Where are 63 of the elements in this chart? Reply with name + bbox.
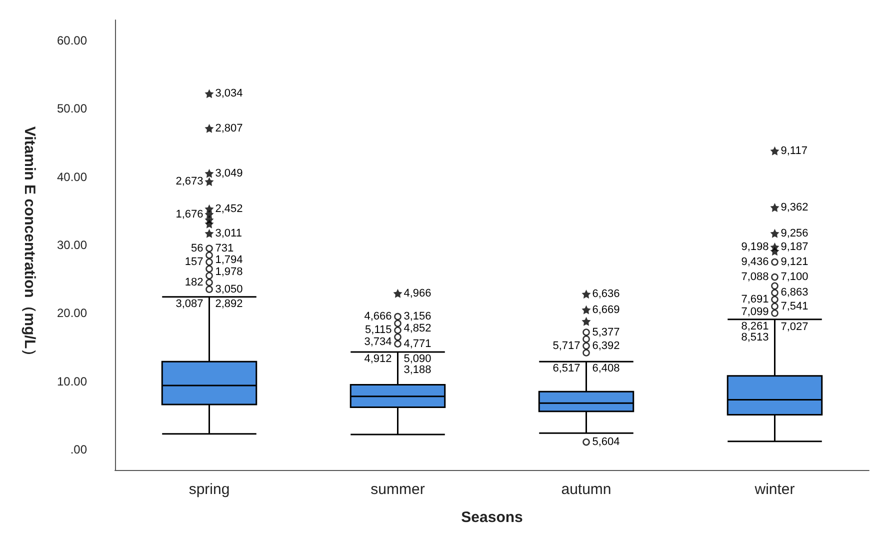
annotation: 5,377 [592, 326, 620, 338]
x-axis-title: Seasons [461, 509, 523, 526]
y-tick-label: 20.00 [56, 306, 88, 320]
annotation: 5,090 [404, 353, 432, 366]
annotation: 4,666 [364, 310, 392, 323]
annotation: 3,734 [364, 336, 392, 348]
annotation: 2,892 [215, 298, 243, 310]
annotation: 1,676 [176, 208, 204, 220]
annotation: 731 [215, 242, 234, 254]
annotation: 1,978 [215, 266, 243, 278]
annotation: 182 [184, 276, 204, 288]
annotation: 7,541 [780, 300, 808, 312]
annotation: 7,088 [741, 271, 769, 284]
annotation: 3,087 [176, 298, 204, 310]
annotation: 9,256 [780, 227, 808, 240]
annotation: 6,863 [780, 286, 808, 299]
annotation: 3,156 [404, 310, 432, 323]
annotation: 9,436 [741, 256, 769, 268]
annotation: 7,100 [780, 271, 808, 284]
annotation: 8,513 [741, 331, 769, 344]
annotation: 5,604 [592, 436, 620, 448]
annotation: 5,717 [552, 340, 580, 352]
y-tick-label: 50.00 [56, 102, 88, 116]
annotation: 6,636 [592, 288, 620, 300]
annotation: 1,794 [215, 254, 243, 266]
annotation: 7,691 [741, 294, 769, 306]
annotation: 6,517 [552, 362, 580, 375]
annotation: 7,099 [741, 306, 769, 318]
annotation: 3,034 [215, 88, 243, 100]
y-tick-label: .00 [70, 442, 88, 457]
annotation: 9,187 [780, 241, 808, 254]
annotation: 9,117 [780, 144, 808, 157]
annotation: 2,807 [215, 122, 243, 134]
annotation: 7,027 [780, 321, 808, 334]
annotation: 4,852 [404, 322, 432, 334]
x-tick-label: winter [754, 481, 795, 498]
annotation: 6,408 [592, 362, 620, 375]
annotation: 2,452 [215, 202, 243, 215]
annotation: 3,011 [215, 227, 242, 240]
annotation: 157 [184, 256, 204, 268]
y-axis-title: Vitamin E concentration（mg/L） [21, 126, 38, 364]
annotation: 3,049 [215, 167, 243, 180]
annotation: 2,673 [176, 176, 204, 188]
y-tick-label: 10.00 [56, 374, 88, 388]
annotation: 3,050 [215, 283, 243, 296]
annotation: 5,115 [365, 324, 392, 336]
annotation: 56 [191, 242, 204, 254]
y-tick-label: 40.00 [56, 170, 88, 184]
annotation: 3,188 [404, 364, 432, 376]
annotation: 8,261 [741, 320, 769, 332]
annotation: 9,362 [780, 202, 808, 214]
annotation: 4,771 [404, 338, 432, 350]
x-tick-label: spring [188, 481, 230, 498]
annotation: 4,912 [364, 353, 392, 366]
annotation: 6,392 [592, 340, 620, 352]
y-tick-label: 60.00 [56, 33, 88, 48]
annotation: 9,198 [741, 241, 769, 254]
y-tick-label: 30.00 [56, 238, 88, 252]
annotation: 9,121 [780, 256, 808, 268]
x-tick-label: autumn [561, 481, 612, 498]
annotation: 6,669 [592, 304, 620, 316]
annotation: 4,966 [404, 287, 432, 300]
x-tick-label: summer [370, 481, 425, 498]
